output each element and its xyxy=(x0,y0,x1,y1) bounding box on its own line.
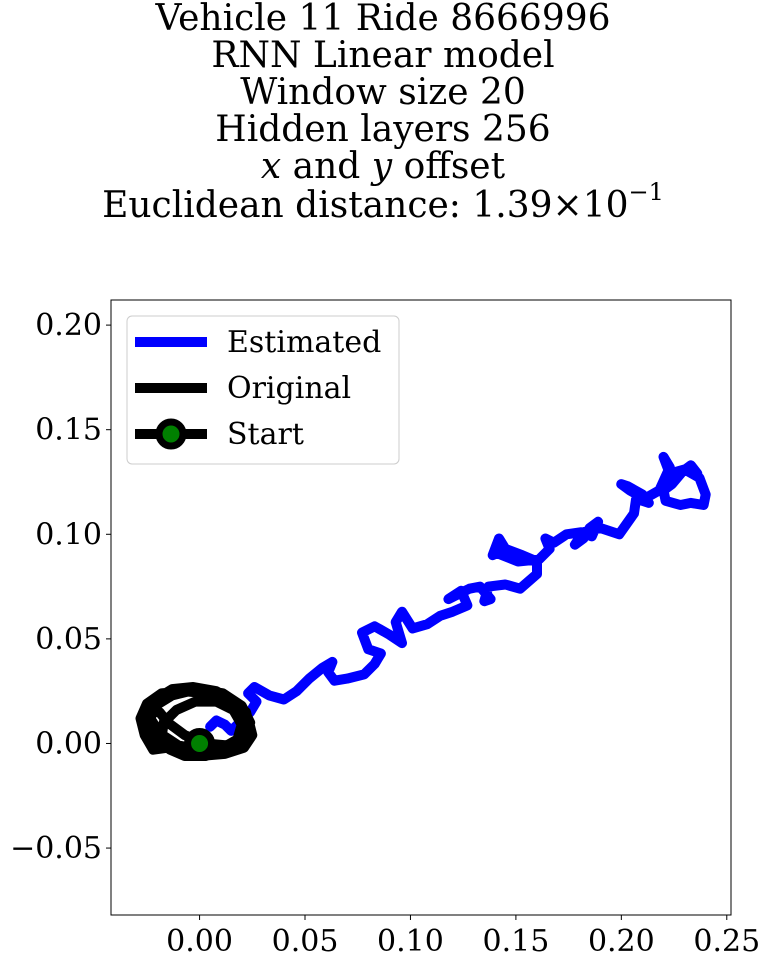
title-line-1: Vehicle 11 Ride 8666996 xyxy=(155,0,611,39)
y-tick-label: 0.20 xyxy=(35,308,102,343)
y-tick-label: −0.05 xyxy=(10,831,102,866)
legend-box xyxy=(126,315,400,465)
y-tick-label: 0.00 xyxy=(35,726,102,761)
legend-start-marker xyxy=(155,418,187,450)
x-tick-label: 0.05 xyxy=(272,924,339,959)
legend-original-label: Original xyxy=(227,371,351,406)
title-distance-mantissa: 1.39 xyxy=(472,185,553,226)
title-distance-base: 10 xyxy=(582,185,629,226)
legend: Estimated Original Start xyxy=(126,315,400,465)
title-line-5: x and y offset xyxy=(0,148,766,185)
title-x-variable: x xyxy=(260,146,282,187)
x-axis: 0.00 0.05 0.10 0.15 0.20 0.25 xyxy=(166,915,760,959)
series-line-estimated xyxy=(205,451,711,736)
title-y-variable: y xyxy=(371,146,393,187)
x-tick-label: 0.10 xyxy=(377,924,444,959)
plot-frame xyxy=(110,299,732,916)
y-tick-label: 0.05 xyxy=(35,622,102,657)
title-distance-prefix: Euclidean distance: xyxy=(102,185,473,226)
title-distance-exponent: −1 xyxy=(628,178,664,206)
x-tick-label: 0.20 xyxy=(588,924,655,959)
title-and-text: and xyxy=(281,146,372,187)
title-line-3: Window size 20 xyxy=(240,72,526,113)
series-layer xyxy=(135,451,711,761)
y-tick-label: 0.10 xyxy=(35,517,102,552)
title-line-2: RNN Linear model xyxy=(211,35,555,76)
x-tick-label: 0.00 xyxy=(166,924,233,959)
x-tick-label: 0.15 xyxy=(482,924,549,959)
y-axis: −0.05 0.00 0.05 0.10 0.15 0.20 xyxy=(10,308,111,866)
title-line-6: Euclidean distance: 1.39×10−1 xyxy=(0,180,766,226)
start-marker xyxy=(184,727,216,759)
x-tick-label: 0.25 xyxy=(693,924,760,959)
title-offset-text: offset xyxy=(392,146,506,187)
title-times-sign: × xyxy=(552,185,583,226)
legend-estimated-label: Estimated xyxy=(227,325,381,360)
chart-title: Vehicle 11 Ride 8666996 RNN Linear model… xyxy=(0,0,766,224)
y-tick-label: 0.15 xyxy=(35,413,102,448)
legend-start-label: Start xyxy=(227,417,304,452)
title-line-4: Hidden layers 256 xyxy=(215,109,551,150)
series-line-original xyxy=(135,682,258,761)
